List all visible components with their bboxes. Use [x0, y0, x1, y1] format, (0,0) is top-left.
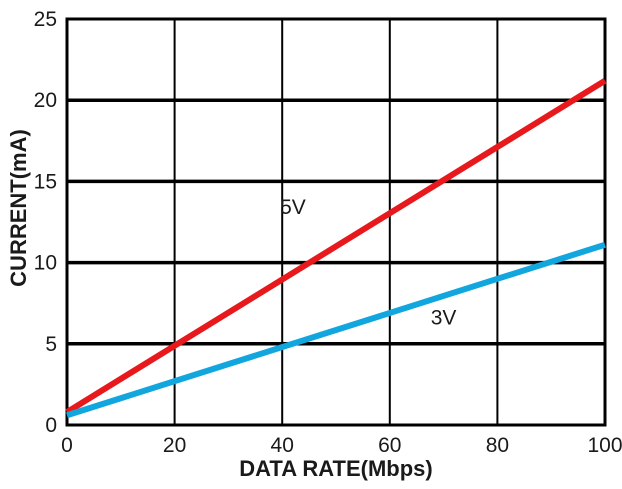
- x-tick-label: 100: [587, 434, 622, 457]
- y-tick-label: 10: [34, 252, 57, 275]
- x-tick-label: 40: [271, 434, 294, 457]
- series-lines: [65, 78, 607, 419]
- series-labels: 5V 3V: [280, 196, 456, 329]
- x-tick-label: 20: [163, 434, 186, 457]
- y-tick-label: 15: [34, 170, 57, 193]
- y-axis-title: CURRENT(mA): [6, 129, 31, 287]
- plot-border: [65, 17, 607, 427]
- series-label-5v: 5V: [280, 196, 306, 219]
- y-tick-label: 25: [34, 8, 57, 31]
- x-tick-label: 60: [378, 434, 401, 457]
- y-tick-labels: 0 5 10 15 20 25: [34, 8, 57, 437]
- plot-frame: [65, 17, 607, 427]
- series-line-3v: [66, 241, 606, 419]
- x-axis-title: DATA RATE(Mbps): [239, 456, 432, 481]
- series-line-5v: [65, 78, 607, 415]
- series-label-3v: 3V: [431, 306, 457, 329]
- x-tick-label: 0: [61, 434, 73, 457]
- x-tick-label: 80: [486, 434, 509, 457]
- grid-lines: [67, 19, 605, 425]
- x-tick-labels: 0 20 40 60 80 100: [61, 434, 622, 457]
- y-tick-label: 5: [45, 333, 57, 356]
- y-tick-label: 0: [45, 414, 57, 437]
- y-tick-label: 20: [34, 89, 57, 112]
